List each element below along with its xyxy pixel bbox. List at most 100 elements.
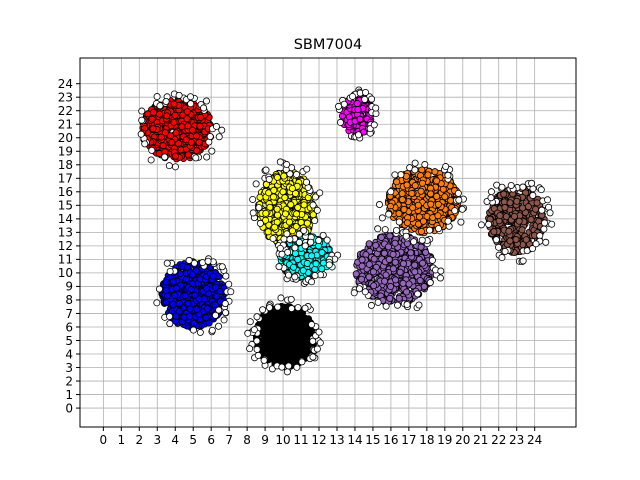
data-point [391, 171, 399, 179]
x-tick-label: 2 [135, 433, 143, 447]
data-point [293, 363, 301, 371]
x-tick-label: 24 [527, 433, 542, 447]
data-point [380, 249, 388, 257]
data-point [204, 257, 212, 265]
data-point [148, 146, 156, 154]
data-point [262, 209, 270, 217]
data-point [315, 236, 323, 244]
data-point [524, 203, 532, 211]
data-point [209, 272, 217, 280]
data-point [381, 277, 389, 285]
x-tick-label: 18 [419, 433, 434, 447]
data-point [422, 248, 430, 256]
data-point [349, 92, 357, 100]
data-point [271, 313, 279, 321]
data-point [370, 121, 378, 129]
data-point [216, 288, 224, 296]
y-tick-label: 14 [58, 212, 73, 226]
data-point [155, 285, 163, 293]
data-point [283, 230, 291, 238]
data-point [529, 245, 537, 253]
data-point [411, 261, 419, 269]
data-point [436, 274, 444, 282]
x-tick-label: 7 [225, 433, 233, 447]
data-point [269, 325, 277, 333]
data-point [420, 283, 428, 291]
data-point [391, 239, 399, 247]
data-point [290, 263, 298, 271]
data-point [537, 186, 545, 194]
data-point [175, 91, 183, 99]
data-point [372, 241, 380, 249]
x-tick-label: 22 [491, 433, 506, 447]
data-point [218, 263, 226, 271]
data-point [273, 205, 281, 213]
data-point [386, 232, 394, 240]
data-point [172, 312, 180, 320]
data-point [270, 186, 278, 194]
data-point [372, 104, 380, 112]
data-point [222, 272, 230, 280]
data-point [385, 210, 393, 218]
data-point [316, 189, 324, 197]
data-point [294, 304, 302, 312]
y-tick-label: 17 [58, 172, 73, 186]
data-point [189, 270, 197, 278]
data-point [283, 160, 291, 168]
data-point [403, 301, 411, 309]
data-point [368, 95, 376, 103]
series-4 [252, 302, 319, 371]
data-point [393, 178, 401, 186]
data-point [546, 209, 554, 217]
chart-title: SBM7004 [294, 37, 363, 53]
data-point [426, 279, 434, 287]
data-point [162, 278, 170, 286]
y-tick-label: 22 [58, 104, 73, 118]
data-point [197, 113, 205, 121]
data-point [522, 236, 530, 244]
data-point [381, 226, 389, 234]
data-point [301, 242, 309, 250]
data-point [407, 249, 415, 257]
data-point [411, 166, 419, 174]
data-point [387, 283, 395, 291]
data-point [275, 263, 283, 271]
data-point [353, 99, 361, 107]
data-point [278, 250, 286, 258]
data-point [361, 95, 369, 103]
data-point [175, 300, 183, 308]
data-point [308, 321, 316, 329]
data-point [138, 116, 146, 124]
data-point [361, 288, 369, 296]
data-point [303, 259, 311, 267]
data-point [374, 298, 382, 306]
data-point [163, 112, 171, 120]
data-point [417, 243, 425, 251]
data-point [278, 363, 286, 371]
data-point [408, 189, 416, 197]
data-point [538, 206, 546, 214]
data-point [427, 200, 435, 208]
data-point [218, 126, 226, 134]
data-point [300, 201, 308, 209]
data-point [141, 140, 149, 148]
data-point [396, 268, 404, 276]
data-point [375, 201, 383, 209]
y-tick-label: 7 [65, 307, 73, 321]
series-7 [352, 232, 436, 306]
data-point [308, 278, 316, 286]
data-point [253, 313, 261, 321]
data-point [501, 247, 509, 255]
data-point [455, 196, 463, 204]
data-point [185, 256, 193, 264]
data-point [183, 115, 191, 123]
data-point [221, 300, 229, 308]
data-point [294, 204, 302, 212]
y-tick-label: 24 [58, 77, 73, 91]
data-point [262, 166, 270, 174]
data-point [277, 294, 285, 302]
data-point [457, 218, 465, 226]
data-point [313, 345, 321, 353]
data-point [246, 318, 254, 326]
